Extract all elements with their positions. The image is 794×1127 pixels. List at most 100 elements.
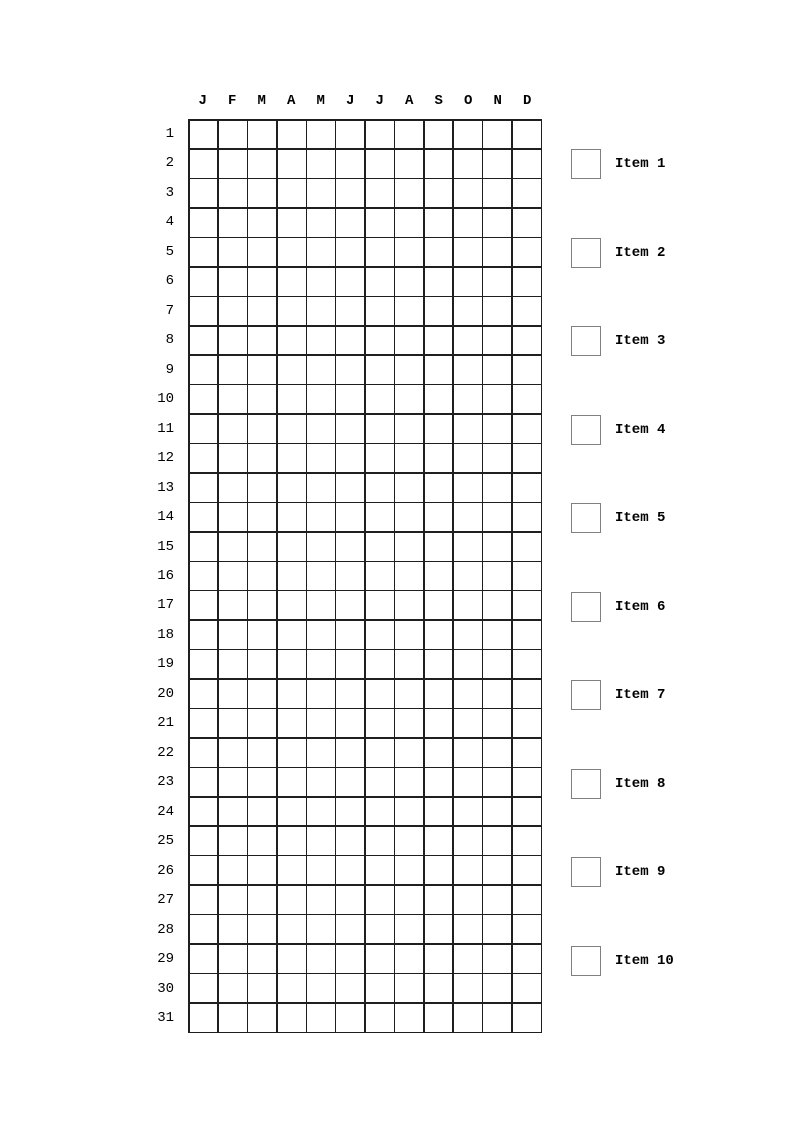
day-cell[interactable] <box>218 768 247 797</box>
day-cell[interactable] <box>336 885 365 914</box>
day-cell[interactable] <box>453 532 482 561</box>
day-cell[interactable] <box>365 797 394 826</box>
day-cell[interactable] <box>453 267 482 296</box>
day-cell[interactable] <box>189 355 218 384</box>
day-cell[interactable] <box>307 1003 335 1032</box>
day-cell[interactable] <box>218 297 247 326</box>
day-cell[interactable] <box>483 591 512 620</box>
day-cell[interactable] <box>336 768 365 797</box>
day-cell[interactable] <box>307 856 335 885</box>
day-cell[interactable] <box>336 944 365 973</box>
day-cell[interactable] <box>189 944 218 973</box>
day-cell[interactable] <box>365 503 394 532</box>
item-checkbox[interactable] <box>571 680 601 710</box>
day-cell[interactable] <box>512 650 541 679</box>
day-cell[interactable] <box>483 679 512 708</box>
day-cell[interactable] <box>395 620 423 649</box>
day-cell[interactable] <box>218 473 247 502</box>
day-cell[interactable] <box>277 444 306 473</box>
day-cell[interactable] <box>365 620 394 649</box>
day-cell[interactable] <box>365 944 394 973</box>
day-cell[interactable] <box>277 620 306 649</box>
day-cell[interactable] <box>512 562 541 590</box>
day-cell[interactable] <box>336 679 365 708</box>
day-cell[interactable] <box>365 768 394 797</box>
day-cell[interactable] <box>248 650 277 679</box>
day-cell[interactable] <box>424 120 453 149</box>
day-cell[interactable] <box>336 238 365 267</box>
day-cell[interactable] <box>218 267 247 296</box>
day-cell[interactable] <box>248 267 277 296</box>
day-cell[interactable] <box>189 179 218 208</box>
day-cell[interactable] <box>307 944 335 973</box>
day-cell[interactable] <box>307 650 335 679</box>
day-cell[interactable] <box>277 120 306 149</box>
day-cell[interactable] <box>248 414 277 443</box>
day-cell[interactable] <box>395 355 423 384</box>
day-cell[interactable] <box>395 944 423 973</box>
day-cell[interactable] <box>307 797 335 826</box>
day-cell[interactable] <box>395 149 423 178</box>
day-cell[interactable] <box>365 149 394 178</box>
day-cell[interactable] <box>483 120 512 149</box>
day-cell[interactable] <box>424 974 453 1003</box>
day-cell[interactable] <box>248 885 277 914</box>
day-cell[interactable] <box>395 532 423 561</box>
day-cell[interactable] <box>424 856 453 885</box>
day-cell[interactable] <box>336 385 365 414</box>
day-cell[interactable] <box>365 179 394 208</box>
day-cell[interactable] <box>307 473 335 502</box>
day-cell[interactable] <box>248 974 277 1003</box>
day-cell[interactable] <box>365 444 394 473</box>
day-cell[interactable] <box>189 120 218 149</box>
day-cell[interactable] <box>365 1003 394 1032</box>
day-cell[interactable] <box>336 208 365 237</box>
day-cell[interactable] <box>512 385 541 414</box>
day-cell[interactable] <box>395 208 423 237</box>
day-cell[interactable] <box>218 1003 247 1032</box>
day-cell[interactable] <box>424 385 453 414</box>
day-cell[interactable] <box>395 238 423 267</box>
day-cell[interactable] <box>218 149 247 178</box>
day-cell[interactable] <box>277 355 306 384</box>
day-cell[interactable] <box>189 473 218 502</box>
day-cell[interactable] <box>248 355 277 384</box>
item-checkbox[interactable] <box>571 857 601 887</box>
day-cell[interactable] <box>424 532 453 561</box>
day-cell[interactable] <box>453 297 482 326</box>
day-cell[interactable] <box>189 885 218 914</box>
day-cell[interactable] <box>424 444 453 473</box>
day-cell[interactable] <box>248 149 277 178</box>
day-cell[interactable] <box>365 414 394 443</box>
day-cell[interactable] <box>248 179 277 208</box>
day-cell[interactable] <box>218 326 247 355</box>
day-cell[interactable] <box>189 238 218 267</box>
day-cell[interactable] <box>365 709 394 738</box>
day-cell[interactable] <box>307 267 335 296</box>
day-cell[interactable] <box>483 473 512 502</box>
day-cell[interactable] <box>365 856 394 885</box>
day-cell[interactable] <box>512 768 541 797</box>
day-cell[interactable] <box>453 679 482 708</box>
day-cell[interactable] <box>512 885 541 914</box>
day-cell[interactable] <box>365 650 394 679</box>
day-cell[interactable] <box>512 974 541 1003</box>
day-cell[interactable] <box>218 532 247 561</box>
day-cell[interactable] <box>277 885 306 914</box>
day-cell[interactable] <box>512 355 541 384</box>
day-cell[interactable] <box>483 915 512 944</box>
day-cell[interactable] <box>277 297 306 326</box>
day-cell[interactable] <box>307 620 335 649</box>
day-cell[interactable] <box>395 297 423 326</box>
day-cell[interactable] <box>424 179 453 208</box>
day-cell[interactable] <box>424 826 453 855</box>
day-cell[interactable] <box>277 591 306 620</box>
day-cell[interactable] <box>453 797 482 826</box>
day-cell[interactable] <box>483 620 512 649</box>
item-checkbox[interactable] <box>571 237 601 268</box>
day-cell[interactable] <box>395 267 423 296</box>
day-cell[interactable] <box>336 355 365 384</box>
day-cell[interactable] <box>483 208 512 237</box>
day-cell[interactable] <box>483 797 512 826</box>
day-cell[interactable] <box>483 738 512 767</box>
